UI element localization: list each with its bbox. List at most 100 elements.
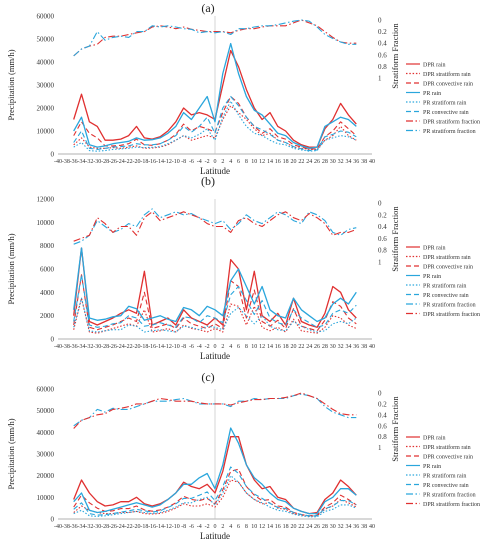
x-tick-label: 34 xyxy=(345,524,351,530)
x-tick-label: 8 xyxy=(245,344,248,350)
x-tick-label: -22 xyxy=(125,344,133,350)
y-tick-label: 8000 xyxy=(40,242,55,250)
y-tick-label: 10000 xyxy=(37,219,55,227)
x-tick-label: -34 xyxy=(78,524,86,530)
y2-tick-label: 0.8 xyxy=(378,247,387,255)
y-tick-label: 30000 xyxy=(37,451,55,459)
y-tick-label: 60000 xyxy=(37,13,55,21)
x-tick-label: 4 xyxy=(229,159,232,165)
x-tick-label: -4 xyxy=(197,524,202,530)
y2-tick-label: 0.6 xyxy=(378,235,387,243)
x-tick-label: -14 xyxy=(156,524,164,530)
legend-entry: DPR stratiform rain xyxy=(423,444,471,451)
panel-label: (a) xyxy=(201,1,214,15)
legend-entry: PR stratiform fraction xyxy=(423,128,476,135)
x-tick-label: 28 xyxy=(322,344,328,350)
panel-1: (a) 0 10000 20000 30000 40000 50000 60000 0 0.2 0.… xyxy=(6,1,480,176)
x-tick-label: 4 xyxy=(229,344,232,350)
x-tick-label: -18 xyxy=(140,159,148,165)
legend-entry: PR stratiform rain xyxy=(423,282,466,289)
x-tick-label: -30 xyxy=(93,344,101,350)
legend-entry: DPR convective rain xyxy=(423,264,473,270)
y2-tick-label: 0 xyxy=(378,390,382,398)
x-tick-label: -38 xyxy=(62,159,70,165)
legend-entry: PR rain xyxy=(423,91,441,97)
y-tick-label: 6000 xyxy=(40,266,55,274)
y2-tick-label: 1 xyxy=(378,258,382,266)
y2-tick-label: 0.8 xyxy=(378,63,387,71)
y-tick-label: 0 xyxy=(51,336,55,344)
x-tick-label: -24 xyxy=(117,159,125,165)
y-tick-label: 50000 xyxy=(37,407,55,415)
y-tick-label: 60000 xyxy=(37,386,55,394)
series-line-8 xyxy=(73,19,357,57)
y-tick-label: 10000 xyxy=(37,494,55,502)
x-tick-label: 8 xyxy=(245,524,248,530)
legend-entry: PR stratiform fraction xyxy=(423,301,476,308)
x-tick-label: -36 xyxy=(70,524,78,530)
x-tick-label: -40 xyxy=(54,524,62,530)
series-line-6 xyxy=(73,274,357,328)
series-line-2 xyxy=(73,105,357,150)
x-tick-label: 14 xyxy=(267,159,273,165)
series-line-4 xyxy=(73,427,357,515)
series-line-6 xyxy=(73,466,357,517)
x-tick-label: -22 xyxy=(125,524,133,530)
x-tick-label: 12 xyxy=(259,344,265,350)
x-tick-label: 0 xyxy=(214,159,217,165)
legend-entry: PR stratiform rain xyxy=(423,99,466,106)
x-tick-label: 38 xyxy=(361,344,367,350)
x-tick-label: 16 xyxy=(275,159,281,165)
legend-entry: PR convective rain xyxy=(423,483,469,489)
x-tick-label: -18 xyxy=(140,524,148,530)
legend-entry: DPR rain xyxy=(423,62,446,68)
x-tick-label: 30 xyxy=(330,159,336,165)
x-tick-label: 22 xyxy=(298,159,304,165)
x-tick-label: 34 xyxy=(345,344,351,350)
y2-tick-label: 0.4 xyxy=(378,223,387,231)
x-tick-label: -34 xyxy=(78,344,86,350)
x-tick-label: -10 xyxy=(172,344,180,350)
x-tick-label: 38 xyxy=(361,524,367,530)
y2-tick-label: 0.8 xyxy=(378,433,387,441)
y-axis-title: Precipitation (mm/h) xyxy=(6,233,16,304)
x-tick-label: 4 xyxy=(229,524,232,530)
x-tick-label: 10 xyxy=(251,159,257,165)
x-tick-label: 36 xyxy=(353,159,359,165)
y-tick-label: 50000 xyxy=(37,36,55,44)
series-line-4 xyxy=(73,42,357,149)
panel-label: (b) xyxy=(201,174,215,188)
y-tick-label: 30000 xyxy=(37,82,55,90)
legend: DPR rain DPR stratiform rain DPR convectiv… xyxy=(406,245,480,318)
x-tick-label: -28 xyxy=(101,524,109,530)
y2-tick-label: 0.2 xyxy=(378,28,387,36)
x-tick-label: 0 xyxy=(214,524,217,530)
x-tick-label: -30 xyxy=(93,159,101,165)
x-tick-label: -6 xyxy=(189,344,194,350)
panel-3: (c) 0 10000 20000 30000 40000 50000 60000 0 0.2 0.… xyxy=(6,370,480,541)
y-tick-label: 2000 xyxy=(40,312,55,320)
x-tick-label: 0 xyxy=(214,344,217,350)
legend-entry: DPR rain xyxy=(423,245,446,251)
legend-entry: PR rain xyxy=(423,464,441,470)
x-tick-label: -8 xyxy=(181,159,186,165)
y-tick-label: 10000 xyxy=(37,128,55,136)
x-tick-label: -26 xyxy=(109,524,117,530)
x-tick-label: 40 xyxy=(369,159,375,165)
x-tick-label: -8 xyxy=(181,524,186,530)
x-tick-label: -28 xyxy=(101,159,109,165)
x-tick-label: 26 xyxy=(314,159,320,165)
x-tick-label: -24 xyxy=(117,344,125,350)
x-tick-label: -4 xyxy=(197,344,202,350)
series-line-3 xyxy=(73,274,357,332)
x-tick-label: 28 xyxy=(322,159,328,165)
x-axis-title: Latitude xyxy=(200,166,230,176)
x-tick-label: 30 xyxy=(330,524,336,530)
x-tick-label: -20 xyxy=(133,344,141,350)
panel-2: (b) 0 2000 4000 6000 8000 10000 12000 0 0.2 0.4 0.6… xyxy=(6,174,480,361)
series-line-5 xyxy=(73,475,357,518)
x-tick-label: -4 xyxy=(197,159,202,165)
x-tick-label: -16 xyxy=(148,344,156,350)
y2-tick-label: 0.4 xyxy=(378,40,387,48)
x-tick-label: 14 xyxy=(267,344,273,350)
